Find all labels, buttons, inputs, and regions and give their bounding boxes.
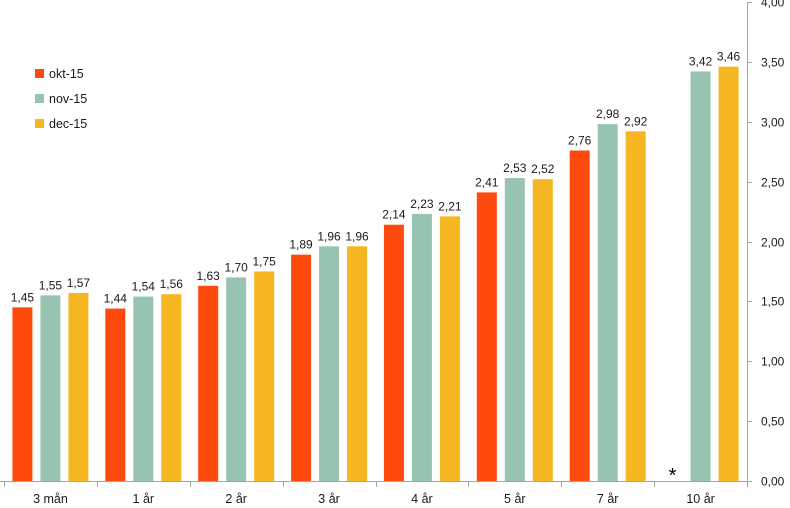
bar [597,124,618,482]
bar [532,179,553,482]
bars-group [12,66,739,482]
y-tick-label: 1,00 [761,355,785,369]
legend-label: okt-15 [49,67,84,81]
bar-value-label: 1,57 [67,276,91,290]
bar [198,285,219,481]
bar [690,71,711,481]
bar-value-label: 1,56 [160,277,184,291]
bar [476,192,497,481]
legend: okt-15 nov-15 dec-15 [35,67,87,131]
bar [383,224,404,482]
bar-value-label: 2,14 [382,208,406,222]
legend-swatch [35,119,44,128]
annotation-asterisk: * [669,465,677,487]
bar-value-label: 1,44 [104,292,128,306]
y-tick-label: 0,50 [761,415,785,429]
bar [105,308,126,481]
bar-value-label: 2,76 [568,133,592,147]
bar-value-label: 1,45 [11,290,35,304]
bar-value-label: 2,98 [596,107,620,121]
bar [439,216,460,482]
y-tick-label: 2,50 [761,176,785,190]
bar-value-label: 3,46 [717,50,741,64]
bar-value-label: 3,42 [689,54,713,68]
bar [12,307,33,481]
x-tick-label: 7 år [597,492,619,506]
y-tick-label: 1,50 [761,295,785,309]
legend-swatch [35,94,44,103]
bar-value-label: 1,55 [39,278,63,292]
legend-label: nov-15 [49,92,87,106]
bar [504,178,525,481]
x-tick-label: 3 år [318,492,340,506]
x-tick-label: 4 år [411,492,433,506]
bar-value-label: 2,53 [503,161,527,175]
bar [347,246,368,481]
bar-value-label: 2,41 [475,175,499,189]
bar [569,150,590,482]
y-tick-label: 4,00 [761,0,785,10]
bar [254,271,275,481]
y-tick-label: 3,00 [761,116,785,130]
bar-value-label: 1,63 [197,269,221,283]
bar [625,131,646,481]
bar-value-label: 1,75 [253,254,277,268]
bar [40,295,61,481]
x-tick-label: 2 år [225,492,247,506]
bar-value-label: 1,70 [225,260,249,274]
annotations-group: * [669,465,677,487]
y-tick-label: 3,50 [761,56,785,70]
bar [411,213,432,481]
x-tick-label: 3 mån [33,492,68,506]
bar [133,296,154,481]
y-tick-label: 2,00 [761,236,785,250]
bar-value-label: 2,92 [624,114,648,128]
bar-labels-group: 1,45 1,55 1,57 1,44 1,54 1,56 1,63 1,70 1,75 1,89… [11,50,741,306]
x-tick-label: 5 år [504,492,526,506]
x-tick-label: 10 år [686,492,715,506]
legend-label: dec-15 [49,117,87,131]
bar [226,277,247,481]
bar-value-label: 1,96 [345,229,369,243]
x-tick-label: 1 år [133,492,155,506]
bar-value-label: 2,23 [410,197,434,211]
legend-swatch [35,69,44,78]
bar-value-label: 1,96 [317,229,341,243]
bar-value-label: 2,21 [438,199,462,213]
bar [319,246,340,481]
bar-value-label: 2,52 [531,162,555,176]
bar-value-label: 1,89 [289,238,313,252]
bar-value-label: 1,54 [132,280,156,294]
bar [68,292,89,481]
bar [718,66,739,481]
bar [291,254,312,481]
bar [161,294,182,481]
y-tick-label: 0,00 [761,475,785,489]
